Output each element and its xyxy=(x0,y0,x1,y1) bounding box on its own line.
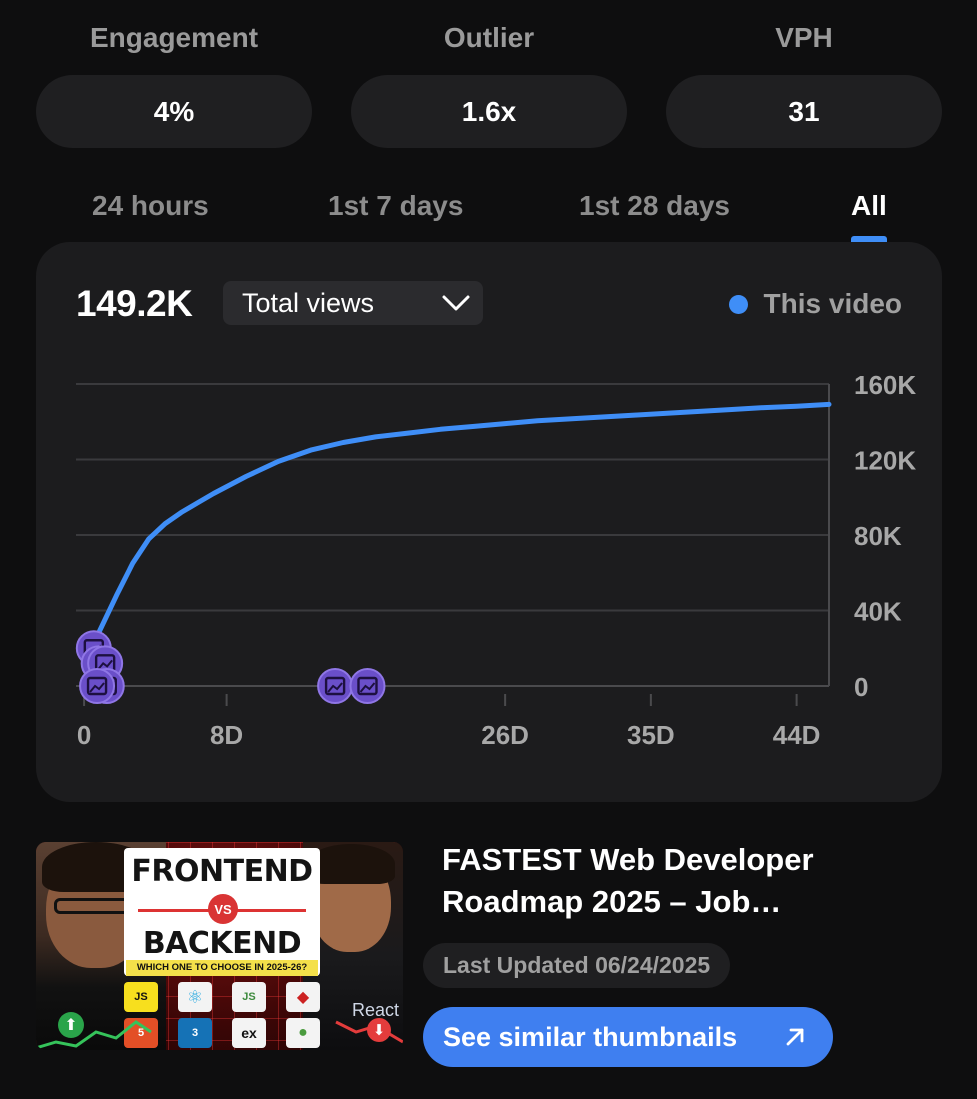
metric-label: Engagement xyxy=(89,22,259,53)
thumbnail-headline-bottom: BACKEND xyxy=(142,926,302,961)
chart-card: 149.2K Total views This video 0 40K 80K 120… xyxy=(36,242,942,802)
views-chart: 0 40K 80K 120K 160K 0 8D 26D 35D 44D xyxy=(75,370,916,750)
hair-shape xyxy=(307,844,395,884)
thumbnail-headline-top: FRONTEND xyxy=(131,854,313,889)
legend-label: This video xyxy=(763,288,902,319)
metric-value: 31 xyxy=(666,75,942,148)
metrics-row: Engagement 4% Outlier 1.6x VPH 31 xyxy=(0,18,977,152)
tab-all[interactable]: All xyxy=(851,190,887,242)
thumbnail-title-card: FRONTEND VS BACKEND xyxy=(124,848,320,976)
thumbnail-change-marker[interactable] xyxy=(317,668,354,704)
metric-select-label: Total views xyxy=(242,287,375,318)
total-views-value: 149.2K xyxy=(76,283,193,324)
js-logo-icon: JS xyxy=(124,982,158,1012)
chart-legend: This video xyxy=(728,280,902,328)
chevron-down-icon xyxy=(442,295,470,311)
metric-outlier: Outlier 1.6x xyxy=(351,18,627,148)
metric-value: 4% xyxy=(36,75,312,148)
arrow-up-icon: ⬆ xyxy=(58,1012,84,1038)
y-tick-label: 160K xyxy=(854,370,916,400)
tab-first-28-days[interactable]: 1st 28 days xyxy=(579,190,730,221)
active-tab-indicator xyxy=(851,236,887,242)
x-tick-label: 26D xyxy=(481,720,529,750)
css3-logo-icon: 3 xyxy=(178,1018,212,1048)
image-icon xyxy=(324,676,346,696)
tech-logo-grid: JS ⚛ JS ◆ 5 3 ex ● xyxy=(124,982,324,1048)
video-thumbnail[interactable]: React FRONTEND VS BACKEND WHICH ONE TO C… xyxy=(36,842,403,1050)
external-arrow-icon xyxy=(786,1028,804,1046)
metric-label: Outlier xyxy=(443,22,535,53)
vs-badge: VS xyxy=(208,894,238,924)
tab-first-7-days[interactable]: 1st 7 days xyxy=(328,190,464,221)
express-logo-icon: ex xyxy=(232,1018,266,1048)
metric-vph: VPH 31 xyxy=(666,18,942,148)
see-similar-label: See similar thumbnails xyxy=(443,1021,738,1052)
image-icon xyxy=(86,676,108,696)
chart-header: 149.2K Total views This video xyxy=(36,280,942,328)
mongodb-logo-icon: ● xyxy=(286,1018,320,1048)
image-icon xyxy=(357,676,378,696)
video-title[interactable]: FASTEST Web Developer Roadmap 2025 – Job… xyxy=(442,842,814,919)
series-line-this-video xyxy=(92,401,832,644)
time-range-tabs: 24 hours 1st 7 days 1st 28 days All xyxy=(0,190,977,242)
metric-label: VPH xyxy=(775,22,833,53)
tab-24-hours[interactable]: 24 hours xyxy=(92,190,209,221)
tab-all-label: All xyxy=(851,190,887,221)
nodejs-logo-icon: JS xyxy=(232,982,266,1012)
metric-engagement: Engagement 4% xyxy=(36,18,312,148)
html5-logo-icon: 5 xyxy=(124,1018,158,1048)
trend-line-graphic xyxy=(36,1020,403,1050)
x-tick-label: 35D xyxy=(627,720,675,750)
y-tick-label: 80K xyxy=(854,521,902,551)
ruby-logo-icon: ◆ xyxy=(286,982,320,1012)
react-logo-icon: ⚛ xyxy=(178,982,212,1012)
thumbnail-change-marker[interactable] xyxy=(349,668,386,704)
x-tick-label: 8D xyxy=(210,720,243,750)
react-label: React xyxy=(351,1000,399,1020)
arrow-down-icon: ⬇ xyxy=(367,1018,391,1042)
x-tick-label: 44D xyxy=(773,720,821,750)
y-tick-label: 0 xyxy=(854,672,868,702)
metric-value: 1.6x xyxy=(351,75,627,148)
x-tick-label: 0 xyxy=(77,720,91,750)
legend-dot xyxy=(728,294,748,314)
thumbnail-change-marker[interactable] xyxy=(79,668,116,704)
see-similar-thumbnails-button[interactable]: See similar thumbnails xyxy=(423,1007,833,1067)
thumbnail-subtitle: WHICH ONE TO CHOOSE IN 2025-26? xyxy=(126,960,318,976)
metric-select-dropdown[interactable]: Total views xyxy=(223,281,483,325)
glasses-shape xyxy=(54,898,134,914)
y-tick-label: 40K xyxy=(854,597,902,627)
last-updated-badge: Last Updated 06/24/2025 xyxy=(423,943,731,988)
y-tick-label: 120K xyxy=(854,446,916,476)
